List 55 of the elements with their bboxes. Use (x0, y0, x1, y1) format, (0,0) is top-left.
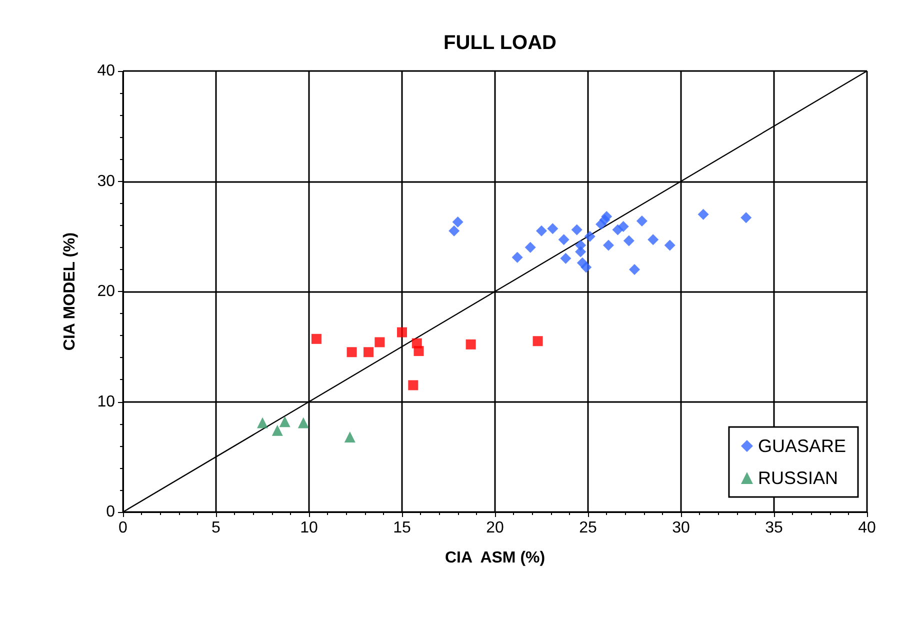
point (629, 264, 640, 275)
x-tick-label: 5 (212, 520, 221, 536)
point (414, 346, 424, 356)
x-tick-label: 35 (765, 520, 783, 536)
point (575, 240, 586, 251)
legend-label: RUSSIAN (758, 468, 838, 488)
point (512, 252, 523, 263)
x-tick-label: 30 (672, 520, 690, 536)
point (636, 215, 648, 226)
point (584, 230, 596, 242)
x-tick-label: 20 (486, 520, 504, 536)
point (257, 417, 268, 428)
point (571, 224, 582, 236)
y-tick-label: 10 (97, 393, 116, 410)
point (664, 240, 676, 251)
x-axis-title: CIA ASM (%) (444, 550, 546, 566)
point (580, 262, 592, 273)
y-axis-title: CIA MODEL (%) (62, 232, 78, 351)
point (344, 432, 356, 443)
x-tick-label: 25 (579, 520, 597, 536)
point (560, 252, 572, 264)
point (466, 339, 476, 350)
x-tick-label: 0 (118, 520, 128, 536)
point (698, 208, 709, 220)
y-tick-label: 20 (97, 283, 116, 300)
point (618, 220, 629, 232)
chart-title: FULL LOAD (444, 32, 556, 54)
point (272, 424, 283, 436)
point (452, 216, 464, 228)
point (599, 214, 610, 226)
point (346, 347, 357, 358)
point (648, 234, 659, 246)
point (740, 212, 752, 224)
x-tick-label: 15 (393, 520, 411, 536)
point (536, 225, 547, 236)
point (524, 242, 536, 253)
y-tick-label: 40 (97, 62, 116, 80)
point (448, 225, 460, 236)
legend-label: GUASARE (758, 436, 846, 456)
point (397, 327, 407, 338)
point (298, 417, 309, 428)
point (279, 416, 290, 428)
point (364, 347, 374, 358)
x-tick-label: 10 (300, 520, 318, 536)
y-tick-label: 30 (97, 172, 116, 190)
point (311, 334, 322, 344)
point (602, 240, 614, 251)
point (408, 380, 418, 390)
x-tick-label: 40 (858, 520, 876, 536)
point (374, 337, 385, 348)
point (623, 235, 634, 246)
point (547, 223, 558, 234)
point (532, 336, 543, 346)
point (558, 234, 570, 246)
y-tick-label: 0 (106, 504, 116, 520)
